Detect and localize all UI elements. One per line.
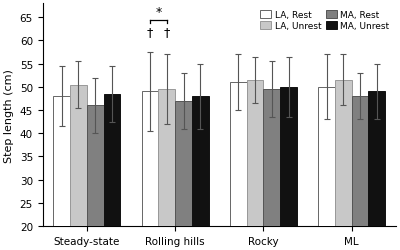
Bar (158, 90, 175, 226)
Text: †: † (164, 26, 170, 39)
Bar (264, 90, 280, 226)
Bar (352, 97, 368, 226)
Bar (318, 88, 335, 226)
Bar (70, 85, 87, 226)
Bar (368, 92, 385, 226)
Bar (175, 101, 192, 226)
Bar (87, 106, 104, 226)
Legend: LA, Rest, LA, Unrest, MA, Rest, MA, Unrest: LA, Rest, LA, Unrest, MA, Rest, MA, Unre… (258, 9, 391, 33)
Bar (192, 97, 209, 226)
Bar (142, 92, 158, 226)
Bar (53, 97, 70, 226)
Bar (247, 80, 264, 226)
Bar (280, 88, 297, 226)
Y-axis label: Step length (cm): Step length (cm) (4, 68, 14, 162)
Bar (335, 80, 352, 226)
Text: †: † (147, 26, 153, 39)
Bar (104, 94, 120, 226)
Bar (230, 83, 247, 226)
Text: *: * (155, 6, 162, 19)
